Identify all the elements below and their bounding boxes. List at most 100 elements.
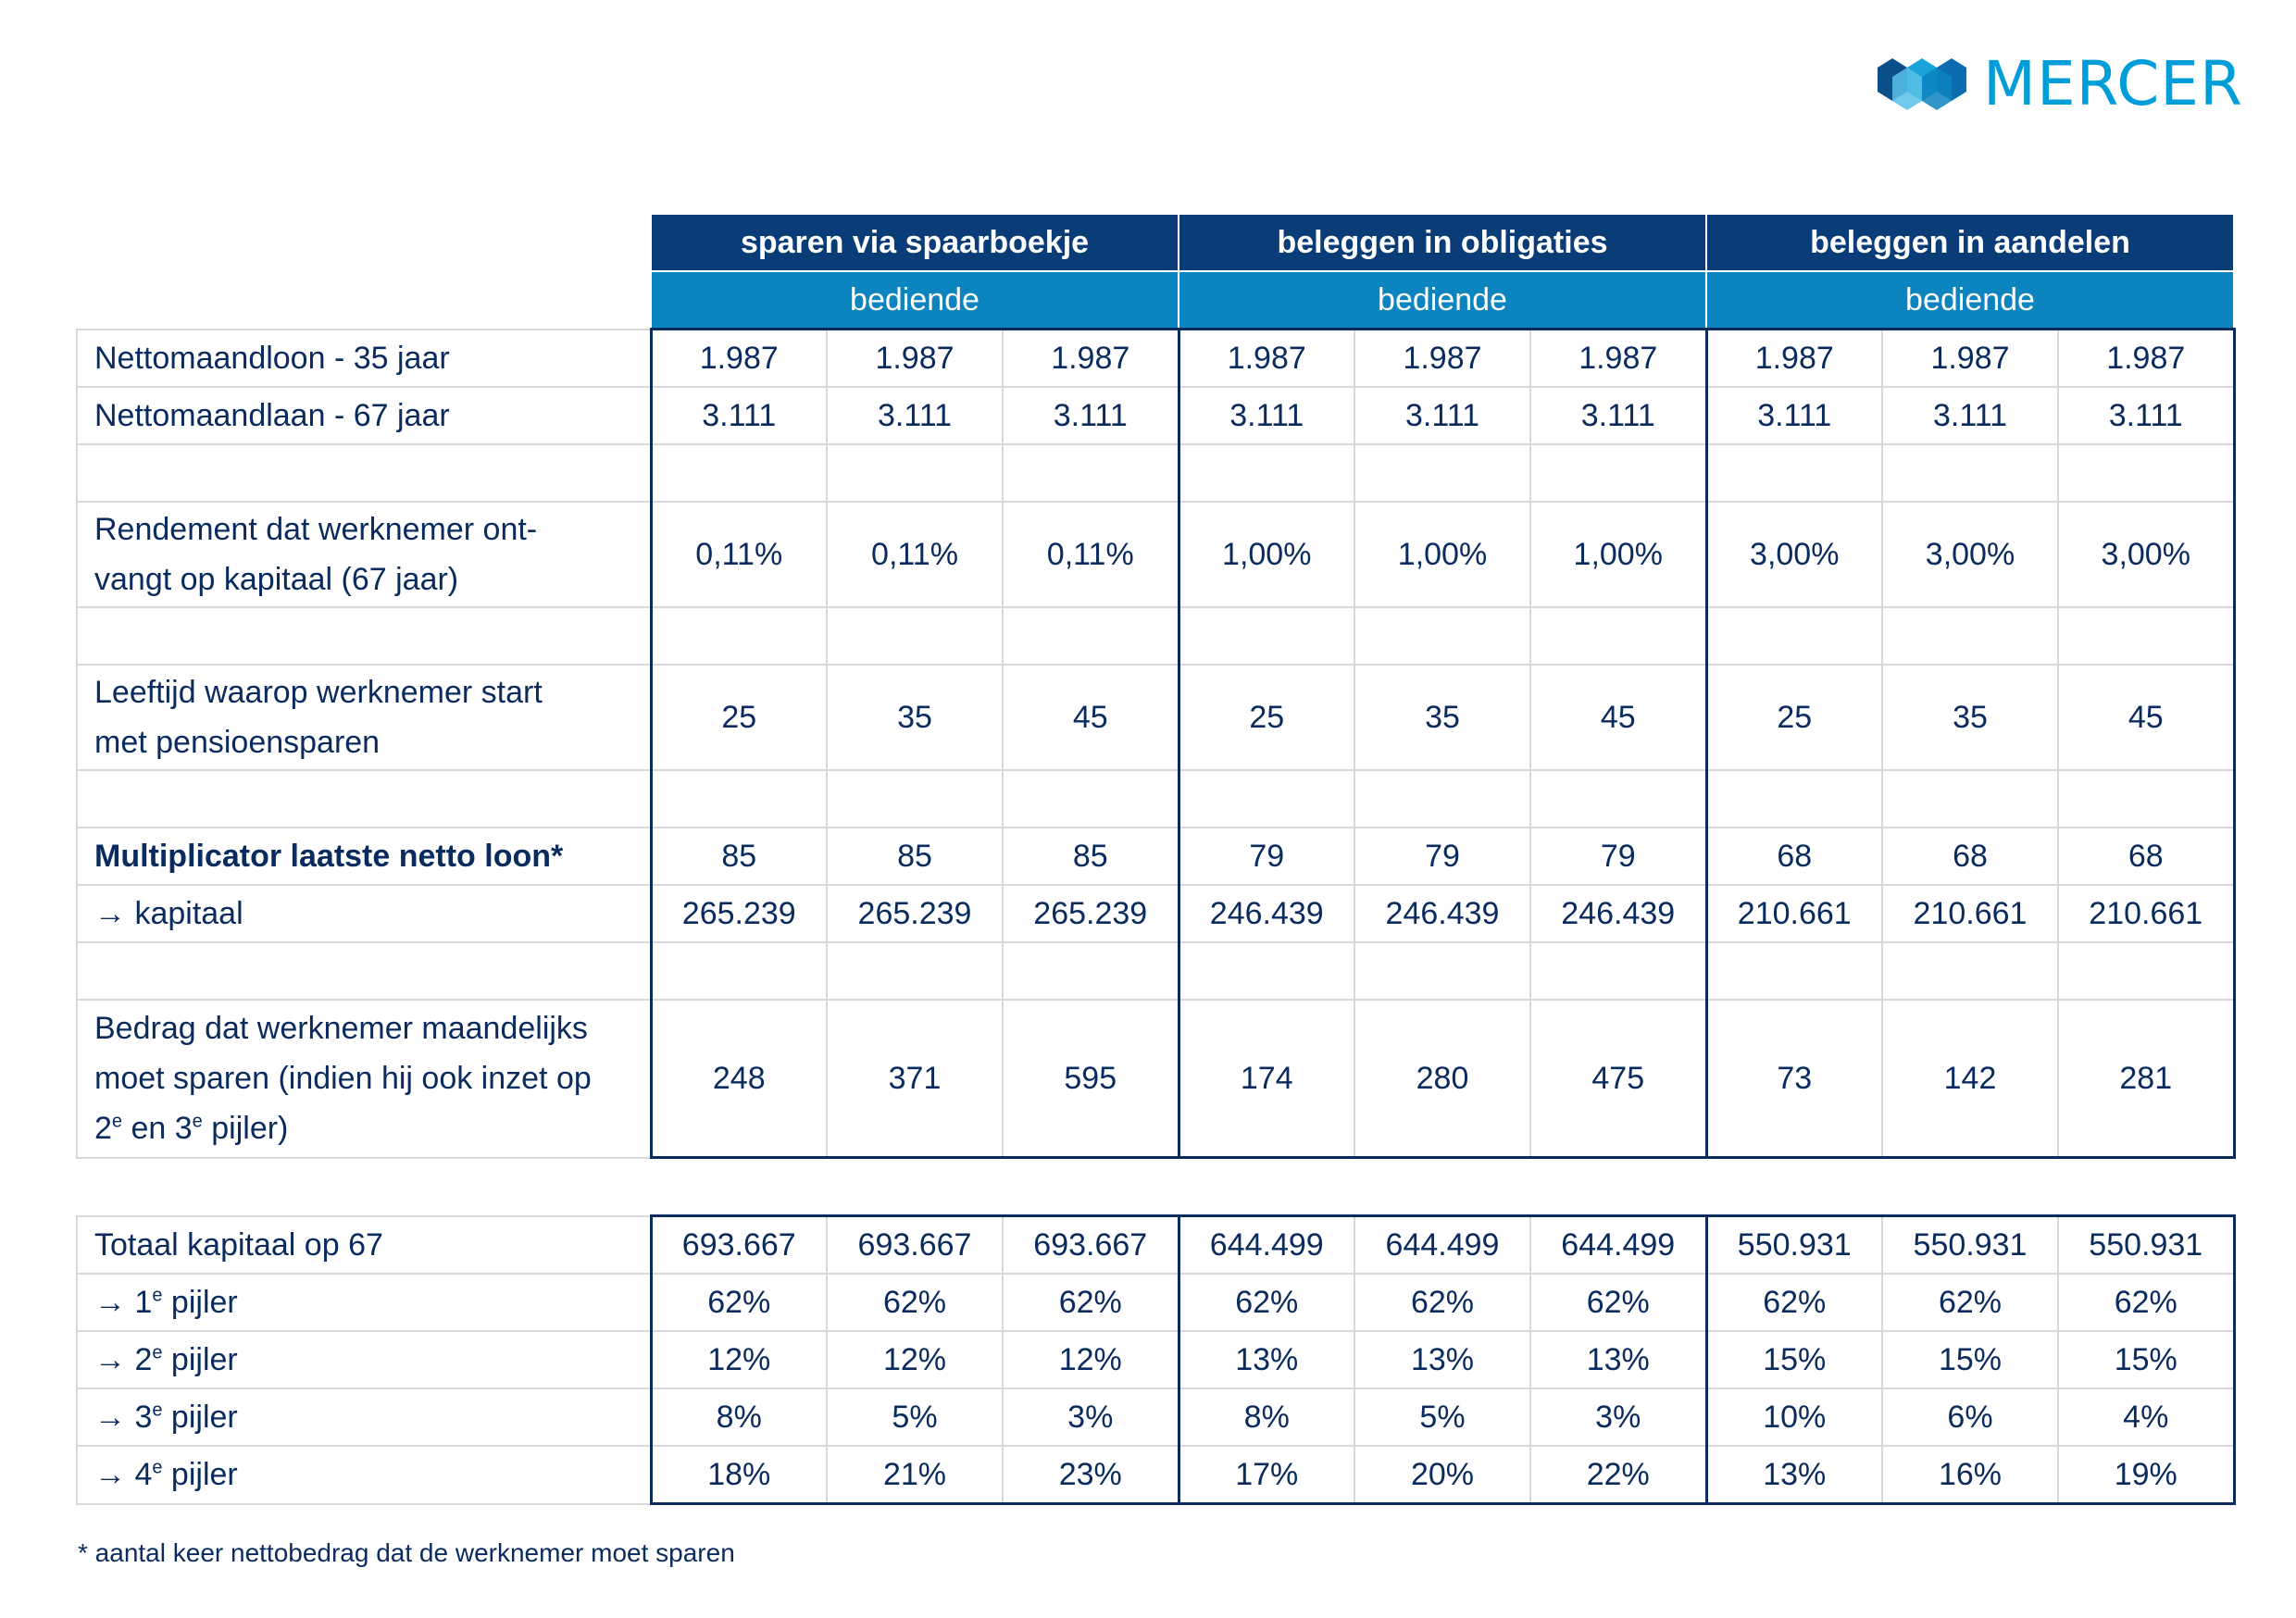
cell: 85	[649, 827, 828, 886]
cell: 265.239	[649, 884, 828, 943]
row-label: Totaal kapitaal op 67	[76, 1214, 652, 1275]
cell: 210.661	[1881, 884, 2059, 943]
row-rendement: Rendement dat werknemer ont-vangt op kap…	[76, 501, 2236, 608]
cell: 3.111	[1002, 386, 1180, 445]
totals-table: Totaal kapitaal op 67 693.667 693.667 69…	[76, 1214, 2236, 1505]
cell: 19%	[2057, 1445, 2236, 1505]
cell: 142	[1881, 999, 2059, 1159]
cell: 62%	[2057, 1273, 2236, 1332]
cell: 1,00%	[1178, 501, 1355, 608]
cell: 693.667	[649, 1214, 828, 1275]
cell: 1.987	[649, 328, 828, 388]
cell: 15%	[2057, 1330, 2236, 1389]
cell: 21%	[826, 1445, 1004, 1505]
cell: 644.499	[1529, 1214, 1708, 1275]
cell: 45	[2057, 664, 2236, 771]
row-label: → 2e pijler	[76, 1330, 652, 1389]
cell: 0,11%	[826, 501, 1004, 608]
row-pijler-2: → 2e pijler 12% 12% 12% 13% 13% 13% 15% …	[76, 1330, 2236, 1389]
spacer-row	[76, 606, 2236, 666]
cell: 3.111	[2057, 386, 2236, 445]
cell: 371	[826, 999, 1004, 1159]
cell: 15%	[1881, 1330, 2059, 1389]
group-header-aandelen: beleggen in aandelen	[1705, 213, 2235, 272]
cell: 79	[1354, 827, 1531, 886]
cell: 16%	[1881, 1445, 2059, 1505]
cell: 85	[826, 827, 1004, 886]
cell: 68	[1705, 827, 1883, 886]
row-bedrag: Bedrag dat werknemer maandelijks moet spa…	[76, 999, 2236, 1159]
cell: 62%	[1881, 1273, 2059, 1332]
row-label: Nettomaandloon - 35 jaar	[76, 328, 652, 388]
cell: 25	[649, 664, 828, 771]
cell: 246.439	[1529, 884, 1708, 943]
cell: 13%	[1354, 1330, 1531, 1389]
row-pijler-4: → 4e pijler 18% 21% 23% 17% 20% 22% 13% …	[76, 1445, 2236, 1505]
cell: 210.661	[2057, 884, 2236, 943]
cell: 79	[1178, 827, 1355, 886]
subheader-bediende: bediende	[650, 270, 1179, 330]
cell: 3.111	[1178, 386, 1355, 445]
cell: 3.111	[826, 386, 1004, 445]
cell: 595	[1002, 999, 1180, 1159]
cell: 550.931	[1705, 1214, 1883, 1275]
cell: 13%	[1529, 1330, 1708, 1389]
cell: 3,00%	[1881, 501, 2059, 608]
cell: 8%	[649, 1388, 828, 1447]
cell: 248	[649, 999, 828, 1159]
cell: 644.499	[1178, 1214, 1355, 1275]
row-leeftijd: Leeftijd waarop werknemer start met pensi…	[76, 664, 2236, 771]
cell: 62%	[826, 1273, 1004, 1332]
cell: 68	[2057, 827, 2236, 886]
cell: 13%	[1178, 1330, 1355, 1389]
cell: 265.239	[826, 884, 1004, 943]
cell: 1.987	[1705, 328, 1883, 388]
cell: 174	[1178, 999, 1355, 1159]
cell: 1.987	[2057, 328, 2236, 388]
row-label: Nettomaandlaan - 67 jaar	[76, 386, 652, 445]
cell: 12%	[1002, 1330, 1180, 1389]
cell: 3,00%	[1705, 501, 1883, 608]
cell: 23%	[1002, 1445, 1180, 1505]
cell: 25	[1178, 664, 1355, 771]
cell: 35	[1354, 664, 1531, 771]
cell: 5%	[826, 1388, 1004, 1447]
cell: 62%	[1002, 1273, 1180, 1332]
row-label: → kapitaal	[76, 884, 652, 943]
row-multiplicator: Multiplicator laatste netto loon* 85 85 …	[76, 827, 2236, 886]
cell: 68	[1881, 827, 2059, 886]
cell: 1,00%	[1529, 501, 1708, 608]
cell: 13%	[1705, 1445, 1883, 1505]
cell: 18%	[649, 1445, 828, 1505]
row-pijler-1: → 1e pijler 62% 62% 62% 62% 62% 62% 62% …	[76, 1273, 2236, 1332]
cell: 4%	[2057, 1388, 2236, 1447]
cell: 693.667	[826, 1214, 1004, 1275]
spacer-row	[76, 941, 2236, 1001]
row-nettomaandloon: Nettomaandloon - 35 jaar 1.987 1.987 1.9…	[76, 328, 2236, 388]
row-label: Multiplicator laatste netto loon*	[76, 827, 652, 886]
cell: 1.987	[1178, 328, 1355, 388]
mercer-logo: MERCER	[1878, 52, 2243, 117]
cell: 265.239	[1002, 884, 1180, 943]
cell: 25	[1705, 664, 1883, 771]
cell: 3%	[1002, 1388, 1180, 1447]
cell: 3.111	[649, 386, 828, 445]
cell: 246.439	[1178, 884, 1355, 943]
cell: 8%	[1178, 1388, 1355, 1447]
row-totaal-kapitaal: Totaal kapitaal op 67 693.667 693.667 69…	[76, 1214, 2236, 1275]
cell: 62%	[1705, 1273, 1883, 1332]
cell: 644.499	[1354, 1214, 1531, 1275]
cell: 1.987	[1529, 328, 1708, 388]
mercer-logo-icon	[1878, 58, 1966, 110]
cell: 45	[1002, 664, 1180, 771]
cell: 550.931	[1881, 1214, 2059, 1275]
cell: 10%	[1705, 1388, 1883, 1447]
cell: 15%	[1705, 1330, 1883, 1389]
cell: 3.111	[1354, 386, 1531, 445]
cell: 62%	[1178, 1273, 1355, 1332]
cell: 3.111	[1705, 386, 1883, 445]
row-nettomaandlaan: Nettomaandlaan - 67 jaar 3.111 3.111 3.1…	[76, 386, 2236, 445]
subheader-bediende: bediende	[1705, 270, 2235, 330]
row-label: → 3e pijler	[76, 1388, 652, 1447]
header-row-sub: bediende bediende bediende	[77, 270, 2235, 330]
